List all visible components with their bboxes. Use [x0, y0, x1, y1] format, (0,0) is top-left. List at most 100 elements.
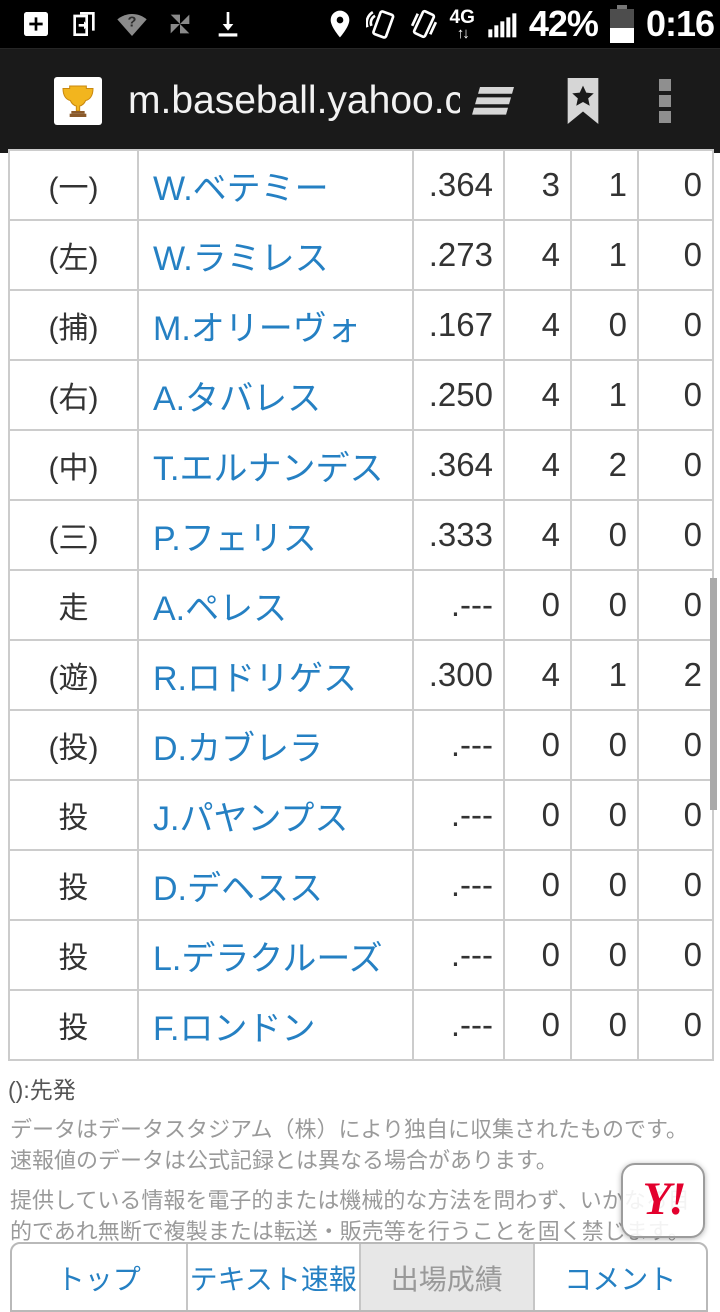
overflow-menu-icon[interactable] — [656, 73, 674, 129]
player-cell: M.オリーヴォ — [137, 289, 414, 361]
stat-cell: 1 — [570, 149, 639, 221]
stat-cell: 0 — [637, 779, 714, 851]
photo-sync-icon — [170, 14, 190, 34]
stat-cell: 0 — [503, 849, 572, 921]
table-row: 走 A.ペレス .--- 0 0 0 — [8, 569, 714, 641]
stat-cell: .333 — [412, 499, 505, 571]
stat-cell: .300 — [412, 639, 505, 711]
stat-cell: 0 — [570, 289, 639, 361]
table-row: (右) A.タバレス .250 4 1 0 — [8, 359, 714, 431]
stat-cell: 4 — [503, 289, 572, 361]
player-link[interactable]: W.ベテミー — [153, 169, 329, 208]
position-cell: 投 — [8, 919, 139, 991]
stat-cell: 0 — [503, 709, 572, 781]
stat-cell: .167 — [412, 289, 505, 361]
add-box-icon — [24, 12, 48, 36]
position-cell: 投 — [8, 989, 139, 1061]
stat-cell: .--- — [412, 919, 505, 991]
player-link[interactable]: L.デラクルーズ — [153, 939, 383, 978]
stat-cell: 0 — [637, 919, 714, 991]
stat-cell: 4 — [503, 429, 572, 501]
system-status-icons: 4G ↑↓ 42% 0:16 — [324, 3, 715, 45]
stat-cell: 0 — [503, 779, 572, 851]
stat-cell: 0 — [637, 499, 714, 571]
table-row: (三) P.フェリス .333 4 0 0 — [8, 499, 714, 571]
position-cell: (右) — [8, 359, 139, 431]
stat-cell: .--- — [412, 989, 505, 1061]
url-field[interactable]: m.baseball.yahoo.c — [128, 79, 460, 122]
bookmark-icon[interactable] — [560, 73, 606, 129]
stat-cell: 0 — [637, 569, 714, 641]
data-source-disclaimer: データはデータスタジアム（株）により独自に収集されたものです。速報値のデータは公… — [10, 1117, 688, 1173]
stat-cell: .--- — [412, 849, 505, 921]
footer-nav: トップ テキスト速報 出場成績 コメント — [10, 1242, 708, 1312]
player-link[interactable]: P.フェリス — [153, 519, 317, 558]
player-link[interactable]: A.タバレス — [153, 379, 322, 418]
stat-cell: 1 — [570, 219, 639, 291]
player-link[interactable]: F.ロンドン — [153, 1009, 316, 1048]
player-link[interactable]: D.デヘスス — [153, 869, 323, 908]
player-cell: T.エルナンデス — [137, 429, 414, 501]
stat-cell: 0 — [637, 709, 714, 781]
stat-cell: 0 — [637, 849, 714, 921]
stat-cell: 1 — [570, 359, 639, 431]
table-row: 投 J.パヤンプス .--- 0 0 0 — [8, 779, 714, 851]
player-cell: D.カブレラ — [137, 709, 414, 781]
lineup-table: (一) W.ベテミー .364 3 1 0 (左) W.ラミレス .273 4 1 0 (捕) M.オリー… — [8, 149, 714, 1061]
stat-cell: 0 — [570, 989, 639, 1061]
player-link[interactable]: M.オリーヴォ — [153, 309, 361, 348]
stat-cell: .--- — [412, 779, 505, 851]
footer-tab[interactable]: トップ — [56, 1264, 141, 1295]
browser-address-bar: m.baseball.yahoo.c — [0, 48, 720, 153]
copyright-disclaimer: 提供している情報を電子的または機械的な方法を問わず、いかなる目的であれ無断で複製… — [10, 1188, 690, 1244]
player-link[interactable]: J.パヤンプス — [153, 799, 349, 838]
player-link[interactable]: T.エルナンデス — [153, 449, 384, 488]
yahoo-logo-icon: Y! — [642, 1172, 687, 1225]
position-cell: (一) — [8, 149, 139, 221]
player-link[interactable]: A.ペレス — [153, 589, 288, 628]
stat-cell: 0 — [570, 919, 639, 991]
stat-cell: 0 — [570, 569, 639, 641]
stat-cell: .--- — [412, 709, 505, 781]
stat-cell: .364 — [412, 149, 505, 221]
player-cell: D.デヘスス — [137, 849, 414, 921]
table-row: (捕) M.オリーヴォ .167 4 0 0 — [8, 289, 714, 361]
scrollbar-thumb[interactable] — [710, 578, 717, 810]
player-cell: A.タバレス — [137, 359, 414, 431]
yahoo-promo-button[interactable]: Y! — [621, 1163, 705, 1238]
vibrate-icon — [410, 9, 437, 39]
download-icon — [218, 12, 238, 37]
position-cell: (遊) — [8, 639, 139, 711]
player-link[interactable]: W.ラミレス — [153, 239, 329, 278]
position-cell: (三) — [8, 499, 139, 571]
player-link[interactable]: R.ロドリゲス — [153, 659, 357, 698]
network-type-indicator: 4G ↑↓ — [450, 8, 475, 41]
footer-tab[interactable]: コメント — [532, 1244, 707, 1310]
tabs-icon[interactable] — [460, 73, 516, 129]
player-cell: P.フェリス — [137, 499, 414, 571]
stat-cell: 2 — [637, 639, 714, 711]
player-cell: R.ロドリゲス — [137, 639, 414, 711]
player-cell: A.ペレス — [137, 569, 414, 641]
position-cell: (投) — [8, 709, 139, 781]
position-cell: (中) — [8, 429, 139, 501]
wifi-question-icon: ? — [117, 14, 147, 36]
page-content: (一) W.ベテミー .364 3 1 0 (左) W.ラミレス .273 4 1 0 (捕) M.オリー… — [0, 149, 720, 1247]
footer-tab[interactable]: テキスト速報 — [185, 1244, 360, 1310]
stat-cell: 0 — [503, 569, 572, 641]
stat-cell: 0 — [637, 429, 714, 501]
clock-label: 0:16 — [645, 3, 715, 44]
table-row: 投 F.ロンドン .--- 0 0 0 — [8, 989, 714, 1061]
stat-cell: 0 — [637, 149, 714, 221]
position-cell: (捕) — [8, 289, 139, 361]
footer-tab-current[interactable]: 出場成績 — [359, 1244, 533, 1310]
stat-cell: 0 — [637, 289, 714, 361]
stat-cell: 0 — [570, 779, 639, 851]
position-cell: 投 — [8, 849, 139, 921]
stat-cell: 0 — [637, 219, 714, 291]
lineup-table-body: (一) W.ベテミー .364 3 1 0 (左) W.ラミレス .273 4 1 0 (捕) M.オリー… — [8, 149, 714, 1061]
stat-cell: .364 — [412, 429, 505, 501]
status-bar: ? 4G ↑↓ 42% 0:16 — [0, 0, 720, 48]
stat-cell: 4 — [503, 359, 572, 431]
player-link[interactable]: D.カブレラ — [153, 729, 323, 768]
